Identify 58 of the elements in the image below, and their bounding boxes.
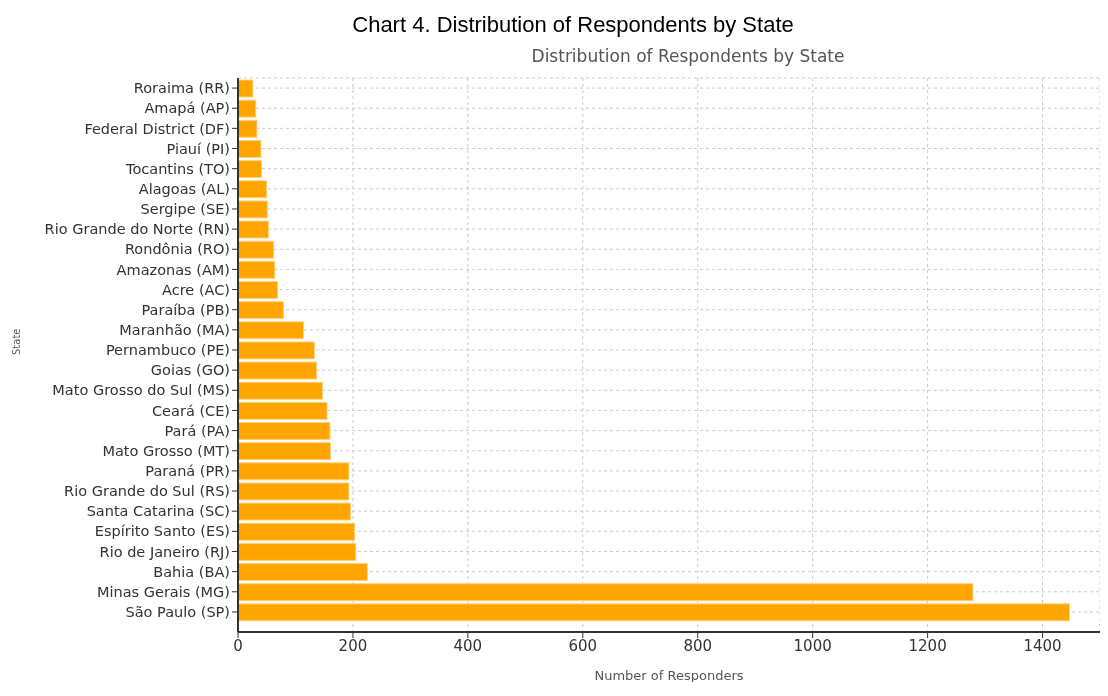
y-tick-label: Mato Grosso (MT): [102, 442, 230, 459]
bar: [238, 603, 1071, 622]
y-tick-label: Pará (PA): [164, 422, 230, 439]
x-tick-label: 200: [338, 636, 368, 655]
x-tick-label: 1400: [1023, 636, 1062, 655]
y-tick-label: Sergipe (SE): [140, 201, 230, 218]
y-tick-label: Espírito Santo (ES): [94, 523, 230, 540]
bar: [238, 180, 268, 199]
y-tick-label: Maranhão (MA): [119, 322, 230, 338]
y-tick-label: Rio Grande do Norte (RN): [44, 221, 230, 238]
y-tick-label: Bahia (BA): [153, 563, 230, 580]
bar: [238, 301, 284, 320]
bar: [238, 260, 276, 279]
bar: [238, 240, 275, 259]
bar: [238, 583, 974, 602]
bar: [238, 381, 323, 400]
y-tick-label: Mato Grosso do Sul (MS): [52, 382, 230, 399]
bar: [238, 422, 331, 441]
bar: [238, 401, 328, 420]
y-tick-label: Minas Gerais (MG): [96, 583, 230, 600]
x-tick-label: 0: [233, 636, 243, 655]
bar: [238, 119, 258, 138]
y-tick-label: Santa Catarina (SC): [86, 503, 230, 520]
bar: [238, 442, 332, 461]
y-tick-label: Amazonas (AM): [116, 261, 230, 278]
y-tick-label: Tocantins (TO): [125, 160, 230, 177]
y-tick-label: Acre (AC): [162, 281, 230, 298]
y-tick-label: Alagoas (AL): [138, 180, 230, 197]
bar: [238, 280, 279, 299]
y-tick-label: São Paulo (SP): [125, 604, 230, 621]
bar: [238, 321, 305, 340]
x-tick-label: 1000: [793, 636, 832, 655]
bar: [238, 522, 356, 541]
bar: [238, 160, 263, 179]
y-tick-label: Federal District (DF): [84, 120, 230, 137]
bar: [238, 563, 368, 582]
y-tick-label: Rio de Janeiro (RJ): [99, 543, 230, 560]
x-tick-label: 600: [568, 636, 598, 655]
x-axis-title: Number of Responders: [594, 668, 744, 683]
chart-subtitle: Distribution of Respondents by State: [530, 46, 846, 66]
y-tick-label: Paraíba (PB): [141, 301, 230, 318]
y-tick-label: Roraima (RR): [133, 80, 230, 97]
chart-title: Chart 4. Distribution of Respondents by State: [351, 12, 795, 38]
x-tick-label: 800: [683, 636, 713, 655]
y-tick-label: Amapá (AP): [144, 100, 230, 117]
y-tick-label: Rio Grande do Sul (RS): [64, 483, 230, 500]
y-tick-label: Rondônia (RO): [124, 241, 230, 258]
x-tick-label: 400: [453, 636, 483, 655]
y-tick-label: Goias (GO): [150, 362, 230, 379]
bar: [238, 139, 262, 158]
bar: [238, 462, 350, 481]
y-axis-title: State: [10, 328, 22, 355]
y-tick-label: Pernambuco (PE): [105, 342, 230, 359]
bar: [238, 542, 357, 561]
y-tick-label: Paraná (PR): [145, 463, 230, 480]
y-tick-label: Ceará (CE): [152, 402, 230, 419]
y-tick-label: Piauí (PI): [166, 140, 230, 157]
x-tick-label: 1200: [908, 636, 947, 655]
